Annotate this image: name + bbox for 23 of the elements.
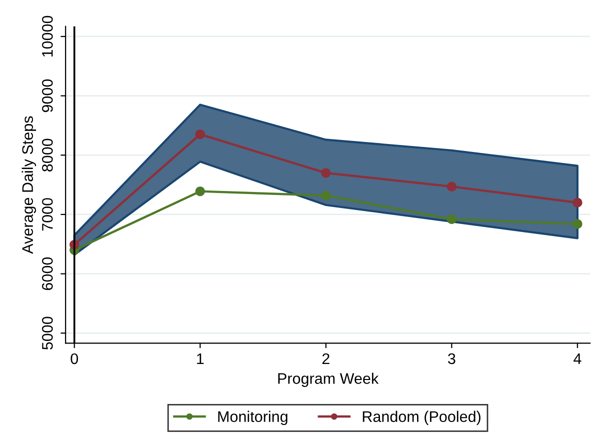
point xyxy=(321,168,331,178)
y-tick-label: 5000 xyxy=(42,316,53,350)
y-tick-label: 6000 xyxy=(42,257,53,290)
y-tick-label: 10000 xyxy=(42,16,53,57)
y-tick-label: 7000 xyxy=(42,198,53,231)
x-tick-label: 2 xyxy=(322,353,330,364)
point xyxy=(446,182,457,192)
x-tick-label: 4 xyxy=(574,353,582,364)
point xyxy=(572,219,582,229)
point xyxy=(446,214,457,224)
x-tick-label: 1 xyxy=(197,353,204,364)
y-tick-label: 8000 xyxy=(42,138,53,172)
y-tick-label: 9000 xyxy=(42,79,53,112)
point xyxy=(572,198,582,208)
point xyxy=(195,186,205,196)
x-tick-label: 0 xyxy=(70,353,78,364)
x-axis-title: Program Week xyxy=(278,372,379,387)
point xyxy=(195,130,205,140)
legend-label: Monitoring xyxy=(218,410,288,426)
x-tick-label: 3 xyxy=(448,353,456,364)
y-axis-title: Average Daily Steps xyxy=(22,116,36,254)
legend-label: Random (Pooled) xyxy=(362,410,480,426)
point xyxy=(321,190,331,200)
